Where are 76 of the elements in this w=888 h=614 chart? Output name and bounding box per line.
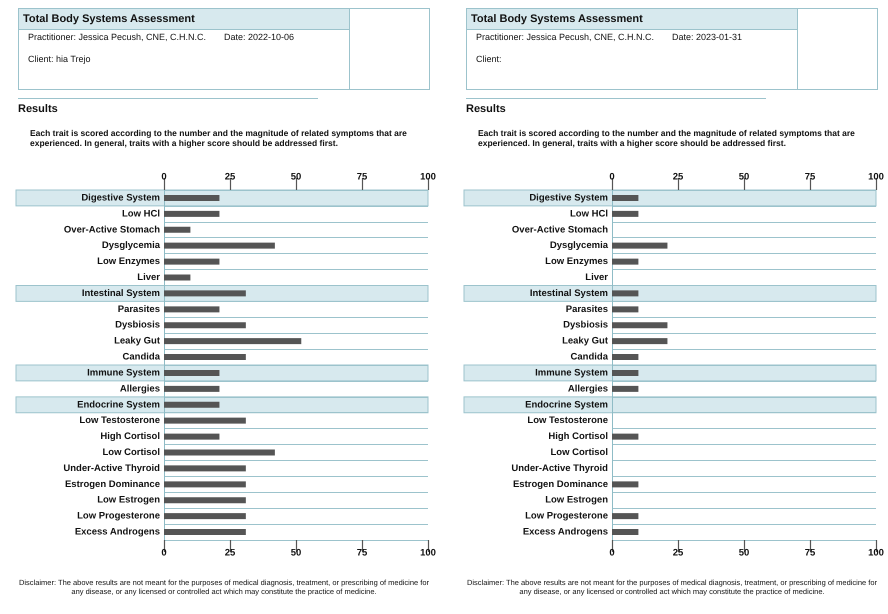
y-tick-label: Low Testosterone (527, 415, 608, 426)
x2-tick-label: 100 (868, 172, 884, 182)
x-tick-label: 25 (224, 548, 236, 558)
y-tick-label: Candida (570, 352, 609, 363)
y-tick-label: Endocrine System (77, 399, 160, 410)
x2-tick-label: 75 (804, 172, 816, 182)
x2-tick-label: 100 (420, 172, 436, 182)
y-tick-label: High Cortisol (548, 431, 608, 442)
y-tick-label: Low Estrogen (97, 494, 160, 506)
y-tick-label: Dysglycemia (550, 240, 609, 252)
y-tick-label: Dysglycemia (102, 240, 161, 252)
x-tick-label: 25 (672, 548, 684, 558)
y-tick-label: Intestinal System (530, 288, 608, 299)
x-tick-label: 50 (738, 548, 750, 558)
y-tick-label: Estrogen Dominance (64, 478, 160, 490)
y-tick-label: Low Enzymes (97, 256, 160, 268)
text: Practitioner: Jessica Pecush, CNE, C.H.N.C. (476, 32, 654, 42)
x-tick-label: 100 (868, 548, 884, 558)
chart-title: Total Body Systems Assessment (467, 9, 797, 30)
y-tick-label: Digestive System (529, 192, 608, 204)
y-tick-label: Low Testosterone (79, 415, 160, 426)
text: Each trait is scored according to the number and the magnitude of related symptoms that are experienced. In general, traits with a higher score should be addressed first. (30, 128, 408, 148)
y-tick-label: High Cortisol (100, 431, 160, 442)
y-tick-label: Liver (585, 272, 608, 283)
y-tick-label: Allergies (120, 383, 160, 394)
y-tick-label: Over-Active Stomach (512, 224, 608, 236)
y-tick-label: Parasites (566, 304, 608, 315)
y-tick-label: Excess Androgens (522, 526, 608, 538)
x2-tick-label: 50 (290, 172, 302, 182)
x2-tick-label: 25 (224, 172, 236, 182)
y-tick-label: Dysbiosis (115, 320, 160, 331)
y-tick-label: Under-Active Thyroid (63, 462, 160, 474)
y-tick-label: Candida (122, 352, 161, 363)
y-tick-label: Low Progesterone (525, 510, 608, 522)
x2-tick-label: 75 (356, 172, 368, 182)
x-tick-label: 0 (161, 548, 167, 558)
text: Each trait is scored according to the number and the magnitude of related symptoms that are experienced. In general, traits with a higher score should be addressed first. (478, 128, 856, 148)
y-tick-label: Excess Androgens (74, 526, 160, 538)
y-tick-label: Allergies (568, 383, 608, 394)
x-tick-label: 75 (804, 548, 816, 558)
y-tick-label: Low HCl (570, 208, 608, 220)
y-tick-label: Endocrine System (525, 399, 608, 410)
chart-title: Total Body Systems Assessment (19, 9, 349, 30)
text: Results (18, 98, 318, 115)
y-tick-label: Leaky Gut (114, 336, 161, 347)
y-tick-label: Low Enzymes (545, 256, 608, 268)
text: Date: 2022-10-06 (224, 32, 294, 42)
y-tick-label: Immune System (535, 367, 608, 378)
y-tick-label: Immune System (87, 367, 160, 378)
text: Client: (476, 54, 502, 64)
y-tick-label: Dysbiosis (563, 320, 608, 331)
x2-tick-label: 50 (738, 172, 750, 182)
y-tick-label: Low HCl (122, 208, 160, 220)
x-tick-label: 0 (609, 548, 615, 558)
y-tick-label: Under-Active Thyroid (511, 462, 608, 474)
x-tick-label: 50 (290, 548, 302, 558)
text: Practitioner: Jessica Pecush, CNE, C.H.N.C. (28, 32, 206, 42)
text: Date: 2023-01-31 (672, 32, 742, 42)
y-tick-label: Leaky Gut (562, 336, 609, 347)
y-tick-label: Low Cortisol (102, 447, 160, 458)
x2-tick-label: 0 (161, 172, 167, 182)
y-tick-label: Estrogen Dominance (512, 478, 608, 490)
text: Results (466, 98, 766, 115)
x-tick-label: 100 (420, 548, 436, 558)
y-tick-label: Liver (137, 272, 160, 283)
x2-tick-label: 25 (672, 172, 684, 182)
y-tick-label: Low Estrogen (545, 494, 608, 506)
y-tick-label: Intestinal System (82, 288, 160, 299)
text: Client: hia Trejo (28, 54, 91, 64)
y-tick-label: Parasites (118, 304, 160, 315)
y-tick-label: Low Cortisol (550, 447, 608, 458)
x-tick-label: 75 (356, 548, 368, 558)
y-tick-label: Over-Active Stomach (64, 224, 160, 236)
y-tick-label: Digestive System (81, 192, 160, 204)
y-tick-label: Low Progesterone (77, 510, 160, 522)
x2-tick-label: 0 (609, 172, 615, 182)
